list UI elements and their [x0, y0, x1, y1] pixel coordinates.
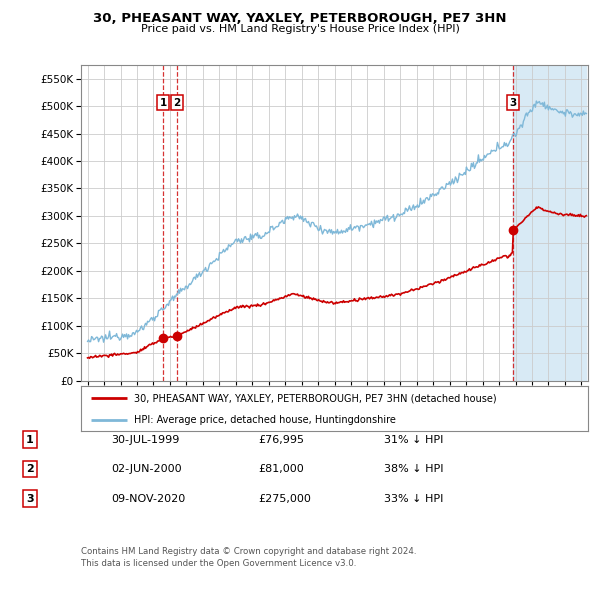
Text: 09-NOV-2020: 09-NOV-2020: [111, 494, 185, 503]
Text: £275,000: £275,000: [258, 494, 311, 503]
Text: 33% ↓ HPI: 33% ↓ HPI: [384, 494, 443, 503]
Text: 3: 3: [509, 98, 517, 108]
Text: 1: 1: [160, 98, 167, 108]
Text: 2: 2: [26, 464, 34, 474]
Text: 30, PHEASANT WAY, YAXLEY, PETERBOROUGH, PE7 3HN (detached house): 30, PHEASANT WAY, YAXLEY, PETERBOROUGH, …: [134, 394, 497, 404]
Text: Contains HM Land Registry data © Crown copyright and database right 2024.: Contains HM Land Registry data © Crown c…: [81, 547, 416, 556]
Text: 02-JUN-2000: 02-JUN-2000: [111, 464, 182, 474]
Text: 1: 1: [26, 435, 34, 444]
Text: £76,995: £76,995: [258, 435, 304, 444]
Text: 2: 2: [173, 98, 181, 108]
Text: 30, PHEASANT WAY, YAXLEY, PETERBOROUGH, PE7 3HN: 30, PHEASANT WAY, YAXLEY, PETERBOROUGH, …: [93, 12, 507, 25]
Text: Price paid vs. HM Land Registry's House Price Index (HPI): Price paid vs. HM Land Registry's House …: [140, 24, 460, 34]
Text: 31% ↓ HPI: 31% ↓ HPI: [384, 435, 443, 444]
Text: This data is licensed under the Open Government Licence v3.0.: This data is licensed under the Open Gov…: [81, 559, 356, 568]
Text: HPI: Average price, detached house, Huntingdonshire: HPI: Average price, detached house, Hunt…: [134, 415, 396, 425]
Text: 3: 3: [26, 494, 34, 503]
Text: £81,000: £81,000: [258, 464, 304, 474]
Text: 38% ↓ HPI: 38% ↓ HPI: [384, 464, 443, 474]
Text: 30-JUL-1999: 30-JUL-1999: [111, 435, 179, 444]
